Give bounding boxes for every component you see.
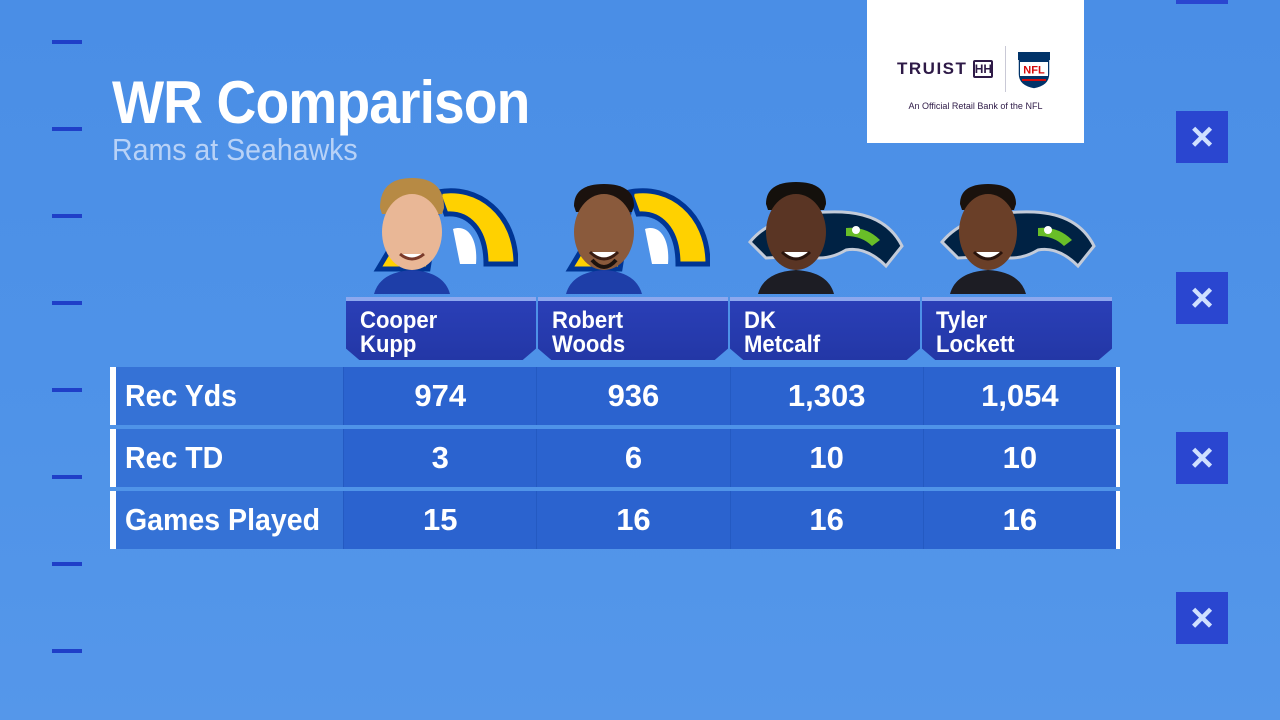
player-headshot — [374, 178, 450, 294]
player-name-card: Robert Woods — [538, 297, 728, 360]
stat-value: 6 — [536, 429, 729, 487]
field-dash — [52, 301, 82, 305]
player-first-name: Cooper — [360, 307, 438, 334]
field-dash — [52, 40, 82, 44]
sponsor-box: TRUIST HH NFL An Official Retail Bank of… — [867, 0, 1084, 143]
player-first-name: Tyler — [936, 307, 988, 334]
stat-value: 974 — [343, 367, 536, 425]
decor-bar — [1176, 0, 1228, 4]
stat-value: 10 — [729, 429, 923, 487]
player-photo-kupp — [346, 166, 538, 300]
player-first-name: Robert — [552, 307, 624, 334]
table-row: Games Played 15 16 16 16 — [110, 491, 1120, 549]
field-dash — [52, 388, 82, 392]
stat-value: 936 — [536, 367, 729, 425]
page-title: WR Comparison — [112, 69, 530, 136]
field-dash — [52, 562, 82, 566]
x-icon: × — [1176, 111, 1228, 163]
player-name-card: Tyler Lockett — [922, 297, 1112, 360]
sponsor-tagline: An Official Retail Bank of the NFL — [908, 101, 1043, 111]
nfl-shield-icon: NFL — [1017, 51, 1052, 90]
field-dash — [52, 214, 82, 218]
player-headshot — [566, 184, 642, 294]
stat-value: 16 — [536, 491, 729, 549]
player-name-card: Cooper Kupp — [346, 297, 536, 360]
table-row: Rec Yds 974 936 1,303 1,054 — [110, 367, 1120, 425]
player-headshot — [950, 184, 1026, 294]
x-icon: × — [1176, 592, 1228, 644]
stat-value: 1,303 — [729, 367, 923, 425]
player-name-card: DK Metcalf — [730, 297, 920, 360]
sponsor-divider — [1005, 46, 1007, 92]
player-headshot — [758, 182, 834, 294]
truist-logo-icon: HH — [973, 60, 994, 78]
player-photo-woods — [538, 166, 730, 300]
player-last-name: Woods — [552, 331, 626, 358]
table-row: Rec TD 3 6 10 10 — [110, 429, 1120, 487]
page-subtitle: Rams at Seahawks — [112, 132, 358, 167]
player-first-name: DK — [744, 307, 776, 334]
stats-table: Rec Yds 974 936 1,303 1,054 Rec TD 3 6 1… — [110, 367, 1120, 553]
stat-value: 10 — [922, 429, 1116, 487]
x-icon: × — [1176, 272, 1228, 324]
player-last-name: Kupp — [360, 331, 417, 358]
sponsor-name: TRUIST — [897, 59, 968, 78]
player-photo-metcalf — [730, 166, 922, 300]
x-icon: × — [1176, 432, 1228, 484]
stat-value: 1,054 — [922, 367, 1116, 425]
stat-value: 15 — [343, 491, 536, 549]
field-dash — [52, 649, 82, 653]
nfl-logo-text: NFL — [1024, 65, 1046, 77]
stat-label: Games Played — [116, 491, 344, 549]
stat-value: 3 — [343, 429, 536, 487]
player-last-name: Lockett — [936, 331, 1015, 358]
player-last-name: Metcalf — [744, 331, 821, 358]
field-dash — [52, 127, 82, 131]
stat-value: 16 — [922, 491, 1116, 549]
field-dash — [52, 475, 82, 479]
player-photo-lockett — [922, 166, 1114, 300]
stat-label: Rec Yds — [116, 367, 344, 425]
stat-label: Rec TD — [116, 429, 344, 487]
stat-value: 16 — [729, 491, 923, 549]
